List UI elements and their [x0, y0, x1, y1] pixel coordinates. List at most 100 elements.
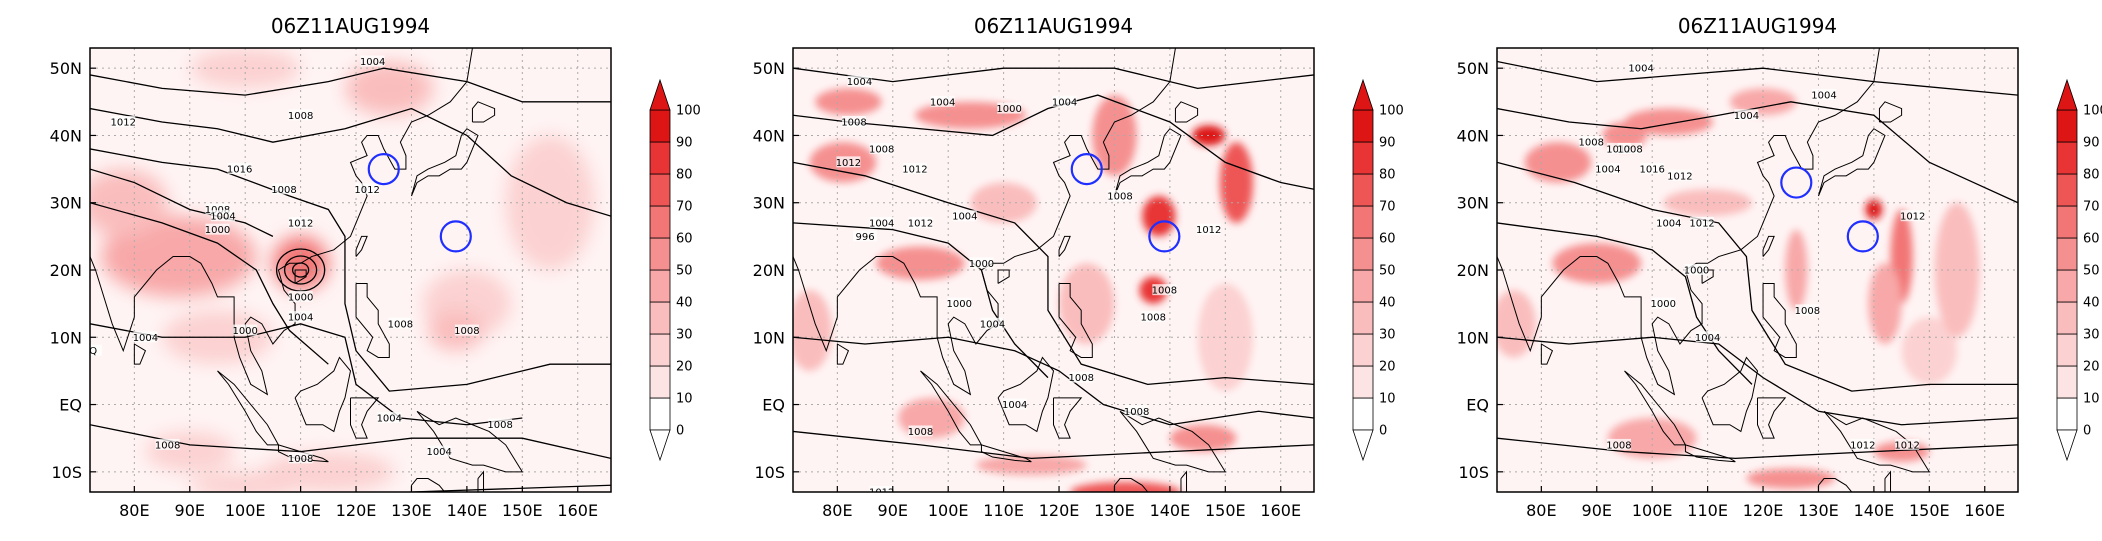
contour-label-bg: [1895, 438, 1920, 450]
contour-label: 1004: [1695, 333, 1720, 344]
contour-label-bg: [233, 324, 258, 336]
shading-blob: [189, 48, 301, 89]
colorbar-segment: [2056, 365, 2078, 399]
isobar: [793, 491, 1314, 492]
colorbar-segment: [649, 109, 671, 143]
axis-ticks: 80E 90E 100E 110E 120E 130E 140E 150E 160E 50N 40N…: [50, 59, 598, 520]
coastline: [1174, 101, 1199, 123]
contour-label: 1000: [205, 225, 230, 236]
colorbar-segment: [1352, 333, 1374, 367]
contour-label-bg: [1595, 163, 1620, 175]
contour-label: 1012: [288, 218, 313, 229]
contour-label: 1016: [1639, 165, 1664, 176]
isobar: [90, 107, 611, 217]
isobars: [90, 67, 611, 492]
isobar: [90, 67, 611, 103]
contour-label: 1008: [1141, 313, 1166, 324]
contour-label-bg: [1667, 169, 1692, 181]
contour-label: 1012: [1894, 440, 1919, 451]
typhoon-markers: [1070, 152, 1181, 253]
contour-label: 1016: [227, 165, 252, 176]
contour-label-bg: [111, 116, 136, 127]
contour-label: 1008: [1578, 138, 1603, 149]
colorbar-segment: [2056, 397, 2078, 431]
contour-label-bg: [1069, 371, 1094, 383]
contour-label: 1008: [1107, 192, 1132, 203]
contour-label-bg: [847, 75, 872, 87]
colorbar-top-arrow: [1352, 78, 1374, 111]
coastline: [1497, 48, 1880, 396]
coastline: [416, 410, 524, 473]
contour-label: 1012: [1196, 225, 1221, 236]
marker-circle: [1846, 220, 1879, 253]
colorbar-label: 40: [676, 296, 693, 311]
isobar: [793, 430, 1314, 460]
contour-label: 1000: [232, 326, 257, 337]
coastline: [410, 478, 446, 492]
coastline: [1884, 470, 1892, 492]
contour-label-bg: [947, 297, 972, 309]
contour-label-bg: [288, 216, 313, 228]
coastline: [1878, 101, 1903, 123]
colorbar-label: 50: [676, 264, 693, 279]
contour-label-bg: [360, 55, 385, 67]
contour-label: EQ: [83, 346, 97, 357]
lon-tick-label: 110E: [1687, 501, 1728, 520]
contour-label: 1012: [902, 165, 927, 176]
colorbar-segment: [2056, 205, 2078, 239]
marker-circle: [1148, 220, 1181, 253]
axis-ticks: 80E 90E 100E 110E 120E 130E 140E 150E 160E 50N 40N…: [1457, 59, 2005, 520]
contour-label: 1008: [1068, 373, 1093, 384]
lat-tick-label: 10N: [753, 328, 785, 347]
colorbar-label: 30: [1379, 328, 1396, 343]
low-center-isobar: [291, 262, 310, 278]
grid-lines: [1497, 48, 2018, 492]
contour-label-bg: [1108, 190, 1133, 201]
contour-label-bg: [869, 486, 894, 492]
map-area: 1004 1008 1012 1016 1008 1008 1004 1000 1012 1012…: [83, 48, 611, 492]
contour-label: 1008: [1606, 440, 1631, 451]
shading-blob: [975, 455, 1087, 476]
marker-circle: [1070, 152, 1103, 186]
coastline: [1684, 444, 1736, 463]
lat-tick-label: 40N: [50, 126, 82, 145]
contour-label: 1004: [1595, 165, 1620, 176]
contour-label: 1000: [288, 292, 313, 303]
contour-label: 1012: [1689, 218, 1714, 229]
shading-blob: [1142, 196, 1176, 237]
colorbar-label: 20: [676, 360, 693, 375]
contour-label-bg: [1684, 264, 1709, 275]
lon-tick-label: 100E: [1632, 501, 1673, 520]
contour-label: 1004: [426, 447, 451, 458]
lon-tick-label: 130E: [1094, 501, 1135, 520]
shading-blob: [815, 88, 882, 116]
contour-label: 1000: [969, 259, 994, 270]
contour-label-bg: [355, 183, 380, 195]
lon-tick-label: 80E: [119, 501, 149, 520]
shading-blob: [1059, 263, 1115, 344]
isobar: [1497, 336, 2018, 426]
lon-tick-label: 160E: [1260, 501, 1301, 520]
colorbar-segment: [1352, 269, 1374, 303]
contour-labels: 1004100410041008101210161008101210041004…: [1578, 62, 1925, 451]
contour-label: 1012: [869, 488, 894, 499]
lat-tick-label: 40N: [753, 126, 785, 145]
colorbar-label: 100: [676, 104, 701, 119]
contour-label: 996: [856, 232, 875, 243]
contour-label-bg: [1618, 142, 1643, 154]
lon-tick-label: 100E: [225, 501, 266, 520]
colorbar-segment: [2056, 173, 2078, 207]
isobar: [793, 222, 1049, 379]
colorbar-segment: [649, 237, 671, 271]
contour-label-bg: [488, 418, 513, 430]
colorbar-segment: [2056, 141, 2078, 175]
contour-label: 1008: [908, 427, 933, 438]
contour-label-bg: [1141, 311, 1166, 323]
colorbar-segment: [1352, 205, 1374, 239]
contour-label-bg: [902, 163, 927, 175]
colorbar-label: 10: [676, 392, 693, 407]
contour-label-bg: [1812, 89, 1837, 101]
coastlines: [793, 48, 1227, 492]
lon-tick-label: 90E: [1582, 501, 1612, 520]
